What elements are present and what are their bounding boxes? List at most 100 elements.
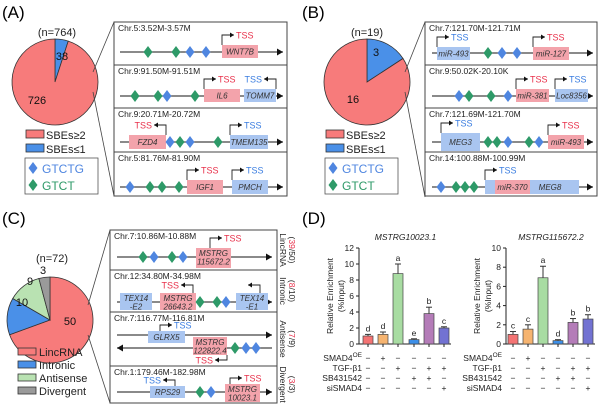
genomic-coordinate: Chr.14:100.88M-100.99M <box>429 153 525 163</box>
gene-name: miR-493 <box>438 50 469 59</box>
class-name: LincRNA <box>278 233 288 267</box>
legend-swatch-sbes-ge2 <box>325 129 345 139</box>
tss-arrow <box>532 36 545 47</box>
treatment-sign: − <box>541 383 546 393</box>
bar <box>582 318 594 345</box>
sample-count: (n=19) <box>351 27 383 39</box>
legend-swatch <box>17 347 37 356</box>
treatment-name: siSMAD4 <box>467 383 503 393</box>
treatment-sign: + <box>427 363 432 373</box>
legend-swatch-sbes-ge2 <box>25 129 45 139</box>
treatment-name: SMAD4 <box>463 353 493 363</box>
tss-arrow <box>229 124 242 135</box>
treatment-name: SB431542 <box>322 373 362 383</box>
y-tick-label: 6 <box>349 291 354 301</box>
treatment-sign: − <box>412 353 417 363</box>
tss-arrow <box>231 169 244 180</box>
tss-arrowhead <box>240 167 244 173</box>
tss-arrowhead <box>163 377 167 383</box>
genomic-coordinate: Chr.12:34.80M-34.98M <box>114 271 201 281</box>
tss-arrow <box>484 169 497 180</box>
chromosome-strand-arrowhead <box>266 331 272 339</box>
treatment-sign: − <box>396 353 401 363</box>
significance-letter: b <box>427 296 432 306</box>
gtctg-motif-diamond <box>436 181 446 193</box>
treatment-sign: + <box>381 353 386 363</box>
tss-arrow <box>554 78 567 89</box>
class-total: /9 <box>287 338 297 345</box>
tss-arrowhead <box>248 282 252 288</box>
gtct-motif-diamond <box>138 251 148 263</box>
significance-letter: b <box>586 304 591 314</box>
genomic-coordinate: Chr.5:81.76M-81.90M <box>118 153 200 163</box>
y-tick-label: 12 <box>345 243 355 253</box>
chromosome-strand-arrowhead <box>266 388 272 396</box>
gtctg-motif-diamond <box>185 46 195 58</box>
gtct-motif-diamond <box>143 46 153 58</box>
bar <box>537 277 549 345</box>
tss-arrow <box>547 124 560 135</box>
tss-arrowhead <box>215 357 219 363</box>
gene-box <box>236 293 268 310</box>
class-count-close: ) <box>287 299 297 302</box>
tss-arrowhead <box>493 167 497 173</box>
tss-label: TSS <box>201 166 219 176</box>
gtct-motif-diamond <box>213 136 223 148</box>
gene-box <box>193 337 227 355</box>
gtctg-motif-diamond <box>503 90 513 102</box>
chromosome-strand-arrowhead <box>266 253 272 261</box>
class-hit-count: 39 <box>287 239 297 249</box>
class-name: Divergent <box>278 366 288 403</box>
legend-label: LincRNA <box>39 347 83 359</box>
tss-label: TSS <box>244 75 262 85</box>
treatment-label: siSMAD4 <box>467 383 503 393</box>
treatment-superscript: OE <box>493 352 503 359</box>
gtct-motif-diamond <box>167 251 177 263</box>
tss-arrow <box>203 78 216 89</box>
gtct-motif-diamond <box>175 136 185 148</box>
legend-label: Antisense <box>39 373 87 385</box>
gtct-motif-diamond <box>174 181 184 193</box>
gene-box <box>533 47 569 60</box>
treatment-sign: − <box>556 353 561 363</box>
significance-letter: c <box>511 321 516 331</box>
pie-value-label: 726 <box>28 95 46 107</box>
treatment-sign: − <box>511 353 516 363</box>
gene-panel-box <box>109 229 278 404</box>
tss-label: TSS <box>174 321 192 331</box>
tss-arrowhead <box>524 76 528 82</box>
y-tick-label: 10 <box>492 243 502 253</box>
treatment-label: TGF-β1 <box>473 363 503 373</box>
class-count-open: ( <box>287 237 297 240</box>
gene-name: 10023.1 <box>228 394 257 403</box>
treatment-superscript: OE <box>353 352 363 359</box>
tss-arrow <box>436 36 449 47</box>
gtctg-motif-diamond <box>162 90 172 102</box>
tss-label: TSS <box>244 121 262 131</box>
gtct-motif-diamond <box>492 136 502 148</box>
tss-arrow <box>515 78 528 89</box>
gene-name: 26643.2 <box>163 303 193 312</box>
gtct-motif-diamond <box>524 136 534 148</box>
class-hit-count: 8 <box>287 283 297 288</box>
gtct-motif-diamond <box>190 90 200 102</box>
gtct-motif-diamond <box>469 181 479 193</box>
y-tick-label: 0 <box>349 339 354 349</box>
pie-value-label: 10 <box>16 297 28 309</box>
chromosome-strand-arrowhead <box>277 183 283 191</box>
treatment-sign: + <box>586 363 591 373</box>
significance-letter: d <box>381 321 386 331</box>
y-tick-label: 2 <box>349 323 354 333</box>
gene-box <box>120 293 152 310</box>
class-hit-count: 3 <box>287 379 297 384</box>
tss-arrowhead <box>445 34 449 40</box>
gene-box <box>222 45 258 58</box>
gene-box <box>230 135 268 149</box>
bar <box>567 322 579 345</box>
gene-box <box>441 133 480 151</box>
zoom-connector-line <box>92 21 115 73</box>
gtctg-motif-diamond <box>534 136 544 148</box>
motif-legend-label: GTCT <box>42 179 75 193</box>
genomic-coordinate: Chr.7:116.77M-116.81M <box>114 313 204 323</box>
gene-name: RPS29 <box>155 388 181 397</box>
